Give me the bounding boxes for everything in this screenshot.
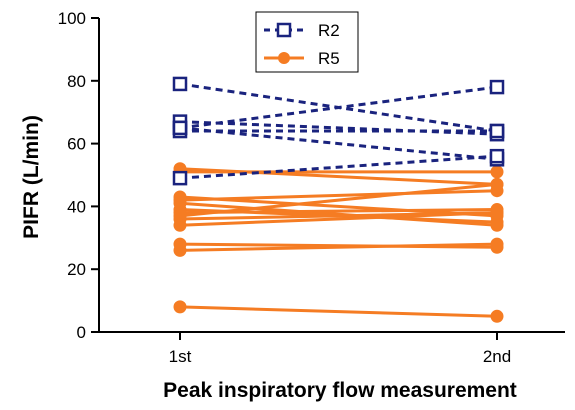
axes: 0 20 40 60 80 100 1st 2nd (58, 9, 565, 366)
legend-r2-marker (276, 22, 292, 38)
series-R5-line-12 (179, 242, 498, 252)
series-R5 (173, 162, 504, 323)
y-axis-title: PIFR (L/min) (20, 115, 43, 239)
y-tick-label-80: 80 (67, 72, 86, 91)
series-R2 (172, 76, 505, 186)
series-R2-line-5 (179, 154, 498, 180)
legend-r5-label: R5 (318, 49, 340, 68)
series-R5-line-8 (179, 182, 498, 218)
legend-box (255, 11, 359, 73)
legend-r2-label: R2 (318, 21, 340, 40)
series-R5-line-4 (179, 189, 498, 202)
series-R2-point-1-1st (172, 76, 188, 92)
y-tick-label-0: 0 (77, 323, 86, 342)
x-axis-title: Peak inspiratory flow measurement (163, 379, 517, 402)
legend-r5-marker (278, 52, 290, 64)
series-R2-line-6 (179, 85, 498, 130)
series-R5-point-2-2nd (490, 165, 504, 179)
series-R2-point-4-2nd (489, 123, 505, 139)
series-R2-line-3 (179, 126, 498, 161)
series-R5-line-11 (179, 242, 498, 249)
series-R5-point-13-1st (173, 300, 187, 314)
legend: R2 R5 (255, 11, 359, 73)
series-R5-point-8-2nd (490, 177, 504, 191)
series-R5-point-10-2nd (490, 206, 504, 220)
series-R5-point-12-1st (173, 243, 187, 257)
series-R5-line-5 (179, 201, 498, 227)
series-R2-point-6-2nd (489, 79, 505, 95)
x-tick-label-1st: 1st (169, 347, 192, 366)
series-R2-point-6-1st (172, 120, 188, 136)
series-R5-point-13-2nd (490, 309, 504, 323)
series-R5-point-6-2nd (490, 215, 504, 229)
series-layer (172, 76, 505, 323)
series-R5-line-13 (179, 305, 498, 318)
y-tick-label-100: 100 (58, 9, 86, 28)
y-tick-label-40: 40 (67, 197, 86, 216)
series-R5-point-10-1st (173, 218, 187, 232)
series-R5-line-10 (179, 211, 498, 227)
series-R2-point-5-1st (172, 170, 188, 186)
series-R2-point-5-2nd (489, 148, 505, 164)
series-R5-point-12-2nd (490, 237, 504, 251)
series-R5-line-7 (179, 208, 498, 215)
x-tick-label-2nd: 2nd (483, 347, 511, 366)
y-tick-label-60: 60 (67, 135, 86, 154)
y-tick-label-20: 20 (67, 260, 86, 279)
